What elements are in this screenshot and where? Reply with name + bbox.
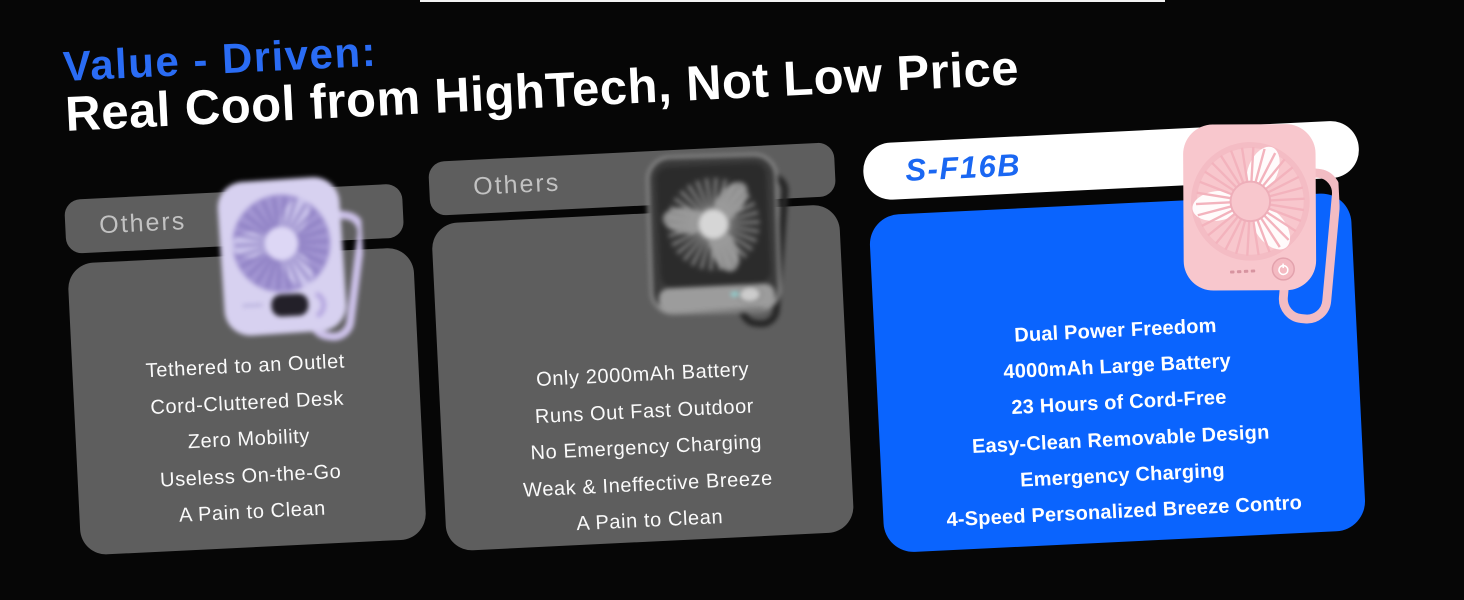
top-edge-highlight — [420, 0, 1165, 2]
competitor-card-1: Others Tethered to an Outlet Cord-Clutte… — [64, 177, 429, 560]
purple-fan-image — [209, 172, 367, 347]
power-button-icon — [1271, 257, 1295, 281]
title-block: Value - Driven: Real Cool from HighTech,… — [62, 0, 1020, 142]
competitor-card-2: Others Only 2000mAh Battery Runs Out Fas… — [428, 142, 857, 562]
competitor-2-label: Others — [472, 168, 561, 201]
competitor-1-feature-list: Tethered to an Outlet Cord-Cluttered Des… — [72, 340, 427, 539]
hero-card: S-F16B Dual Power Freedom 4000mAh Large … — [862, 119, 1382, 564]
black-fan-image — [640, 150, 799, 337]
pink-fan-image — [1167, 115, 1345, 335]
hero-feature-list: Dual Power Freedom 4000mAh Large Battery… — [874, 301, 1366, 542]
hero-model-label: S-F16B — [904, 146, 1022, 188]
competitor-1-label: Others — [98, 206, 187, 239]
indicator-lights-icon — [1230, 269, 1256, 274]
competitor-2-feature-list: Only 2000mAh Battery Runs Out Fast Outdo… — [438, 347, 854, 549]
